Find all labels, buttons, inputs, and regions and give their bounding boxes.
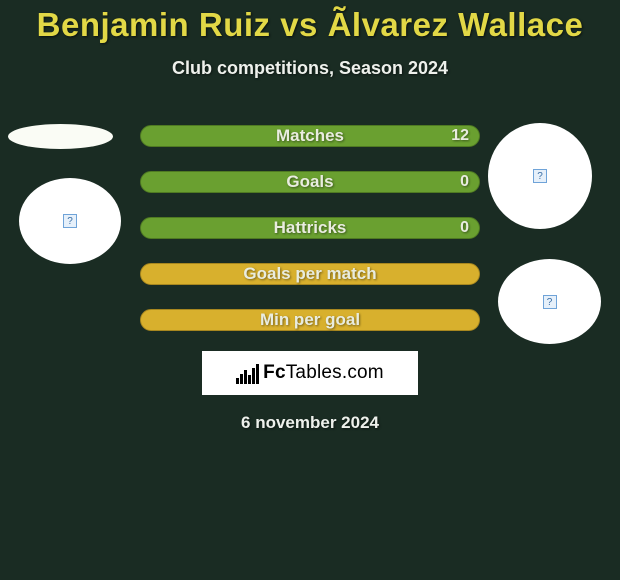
stat-row-matches: Matches 12: [140, 125, 480, 147]
stat-right-value: 12: [451, 127, 469, 145]
stat-label: Goals per match: [153, 264, 467, 284]
stat-label: Min per goal: [153, 310, 467, 330]
page-title: Benjamin Ruiz vs Ãlvarez Wallace: [0, 0, 620, 44]
brand-suffix: Tables.com: [286, 362, 384, 383]
brand-prefix: Fc: [263, 362, 286, 383]
brand-inner: FcTables.com: [236, 362, 384, 384]
stat-row-hattricks: Hattricks 0: [140, 217, 480, 239]
stat-row-goals-per-match: Goals per match: [140, 263, 480, 285]
placeholder-image-icon: [543, 295, 557, 309]
date-label: 6 november 2024: [0, 413, 620, 433]
decor-ellipse: [8, 124, 113, 149]
placeholder-image-icon: [63, 214, 77, 228]
player-photo-right-2: [498, 259, 601, 344]
stats-table: Matches 12 Goals 0 Hattricks 0 Goals per…: [140, 125, 480, 331]
brand-badge: FcTables.com: [202, 351, 418, 395]
stat-label: Goals: [153, 172, 467, 192]
player-photo-right-1: [488, 123, 592, 229]
stat-row-goals: Goals 0: [140, 171, 480, 193]
brand-text: FcTables.com: [263, 362, 384, 384]
stat-label: Hattricks: [153, 218, 467, 238]
stat-row-min-per-goal: Min per goal: [140, 309, 480, 331]
chart-bars-icon: [236, 362, 259, 384]
page-subtitle: Club competitions, Season 2024: [0, 58, 620, 79]
placeholder-image-icon: [533, 169, 547, 183]
stat-right-value: 0: [460, 219, 469, 237]
stat-label: Matches: [153, 126, 467, 146]
player-photo-left: [19, 178, 121, 264]
stat-right-value: 0: [460, 173, 469, 191]
